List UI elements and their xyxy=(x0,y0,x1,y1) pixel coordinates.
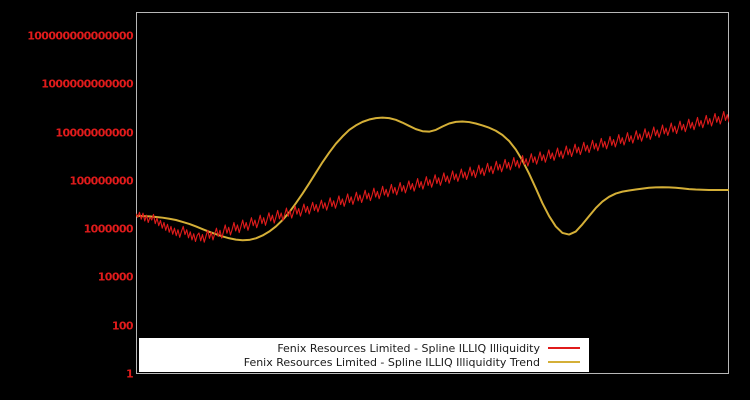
legend-label-illiquidity: Fenix Resources Limited - Spline ILLIQ I… xyxy=(277,341,540,355)
plot-area xyxy=(136,12,729,374)
y-tick-label: 100 xyxy=(111,319,134,333)
legend-label-trend: Fenix Resources Limited - Spline ILLIQ I… xyxy=(243,355,540,369)
y-tick-label: 1000000 xyxy=(83,222,134,236)
legend-item-trend[interactable]: Fenix Resources Limited - Spline ILLIQ I… xyxy=(140,355,588,369)
y-tick-label: 10000000000 xyxy=(55,126,133,140)
chart-legend[interactable]: Fenix Resources Limited - Spline ILLIQ I… xyxy=(139,338,589,372)
y-tick-label: 10000 xyxy=(97,270,134,284)
y-axis-tick-labels: 1 100 10000 1000000 100000000 10000000000 1000… xyxy=(0,0,133,400)
legend-swatch-trend xyxy=(548,361,580,363)
y-tick-label: 100000000 xyxy=(69,174,134,188)
y-tick-label: 1000000000000 xyxy=(41,77,133,91)
y-tick-label: 1 xyxy=(125,367,134,381)
legend-swatch-illiquidity xyxy=(548,347,580,349)
legend-item-illiquidity[interactable]: Fenix Resources Limited - Spline ILLIQ I… xyxy=(140,341,588,355)
y-tick-label: 100000000000000 xyxy=(27,29,133,43)
